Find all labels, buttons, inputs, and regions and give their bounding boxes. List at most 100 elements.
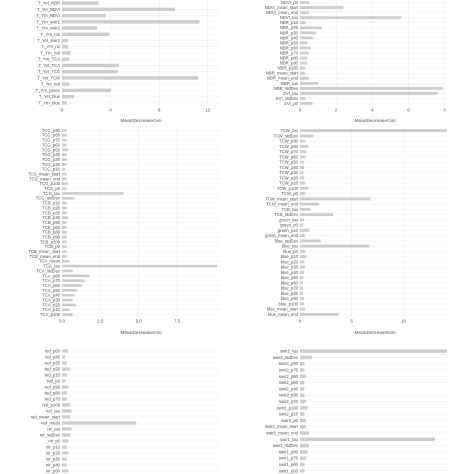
bar-blue_stdDev xyxy=(300,239,321,243)
bar-TCG_p90 xyxy=(62,129,67,132)
bar-TCB_p60 xyxy=(62,226,67,229)
category-label: red_mean_start xyxy=(31,414,61,419)
bar-TCG_p20 xyxy=(62,163,67,166)
bar-TCG_p40 xyxy=(62,153,67,156)
bar-TCW_p90 xyxy=(300,139,306,143)
chart-panel-3: TCG_p90TCG_p80TCG_p70TCG_p60TCG_p50TCG_p… xyxy=(28,128,220,336)
category-label: swir1_p80 xyxy=(279,449,299,454)
category-label: blue_p60 xyxy=(281,280,299,285)
bar-TCG_p30 xyxy=(62,158,67,161)
category-label: T_Yrn_red xyxy=(40,50,60,55)
category-label: green_tau xyxy=(279,217,299,222)
bar-TCA_p50 xyxy=(62,289,78,292)
category-label: nir_p40 xyxy=(46,462,61,467)
bar-TCW_p20 xyxy=(300,176,305,180)
category-label: TCW_p40 xyxy=(279,165,299,170)
bar-red_p20 xyxy=(62,367,70,371)
category-label: TCB_mean_end xyxy=(30,254,61,259)
bar-TCB_p10 xyxy=(62,201,67,205)
category-label: swir2_p80 xyxy=(279,361,299,366)
bar-TCB_p30 xyxy=(62,211,67,215)
bar-nir_p20 xyxy=(62,451,69,455)
bar-blue_p10 xyxy=(300,255,307,259)
category-label: T_Yet_TCA xyxy=(39,63,61,68)
category-label: TCB_p30 xyxy=(42,210,60,215)
x-axis-title: MeanDecreaseGini xyxy=(120,118,161,124)
bar-NBR_p50 xyxy=(300,41,308,45)
bar-TCA_p10 xyxy=(62,308,70,312)
category-label: NDVI_mean_end xyxy=(266,10,299,15)
bar-red_mean_start xyxy=(62,415,70,419)
bar-TCG_mean_end xyxy=(62,177,67,181)
category-label: NBR_tau xyxy=(281,81,299,86)
bar-blue_mean_end xyxy=(300,312,339,316)
bar-red_p30 xyxy=(62,361,67,365)
category-label: blue_p90 xyxy=(281,296,299,301)
bar-TCB_stdDev xyxy=(300,213,334,217)
category-label: TCB_p80 xyxy=(42,230,60,235)
plot-area xyxy=(300,348,450,474)
bar-EVI_stdDev xyxy=(300,97,306,100)
category-label: T_Yet_TCG xyxy=(38,69,60,74)
category-label: TCA_mean xyxy=(39,259,61,264)
category-label: T_Yet_TCW xyxy=(37,75,60,80)
category-label: NBR_p30 xyxy=(280,30,299,35)
category-label: swir2_p60 xyxy=(279,374,299,379)
category-label: TCB_p10 xyxy=(42,201,60,206)
bar-TCG_p10 xyxy=(62,167,66,171)
bar-NBR_p70 xyxy=(300,51,310,55)
category-label: red_p0 xyxy=(47,378,61,383)
bar-blue_p40 xyxy=(300,270,305,274)
x-axis-title: MeanDecreaseGini xyxy=(354,118,395,124)
bar-swir2_p40 xyxy=(300,387,305,391)
category-label: T_Yrn_NDVI xyxy=(36,13,60,18)
bar-TCW_p80 xyxy=(300,144,309,148)
category-label: T_Yrn_blue xyxy=(38,100,60,105)
category-label: nir_p10 xyxy=(46,444,61,449)
bar-green_p10 xyxy=(300,228,310,232)
bar-NBR_p30 xyxy=(300,31,317,35)
chart-panel-2: NDVI_p0NDVI_mean_startNDVI_mean_endNDVI_… xyxy=(265,0,450,124)
category-label: red_p30 xyxy=(45,360,61,365)
bar-NBR_tau xyxy=(300,81,319,85)
x-tick-label: 0 xyxy=(299,319,302,324)
category-label: TCG_p90 xyxy=(42,128,61,133)
category-label: swir1_p60 xyxy=(279,462,299,467)
category-label: green_p10 xyxy=(278,228,299,233)
bar-nir_p0 xyxy=(62,439,69,443)
bar-red_p80 xyxy=(62,391,67,395)
bar-nir_p50 xyxy=(62,469,69,473)
bar-EVI_tau xyxy=(300,91,438,95)
bar-NBR_p60 xyxy=(300,46,311,50)
bar-NBR_p20 xyxy=(300,26,322,30)
category-label: swir2_p70 xyxy=(279,368,299,373)
category-label: blue_mean_start xyxy=(267,307,299,312)
category-label: nir_p20 xyxy=(46,450,61,455)
category-label: T_Yet_swir2 xyxy=(37,38,61,43)
category-label: NBR_p70 xyxy=(280,50,299,55)
category-label: blue_p40 xyxy=(281,270,299,275)
bar-TCB_p40 xyxy=(62,216,69,219)
bar-blue_p60 xyxy=(300,281,304,285)
category-label: TCG_tau xyxy=(43,191,61,196)
category-label: red_tau xyxy=(46,408,61,413)
bar-swir2_p10 xyxy=(300,412,305,416)
category-label: nir_tau xyxy=(47,426,60,431)
category-label: T_Yet_NDVI xyxy=(37,7,60,12)
bar-TCA_p40 xyxy=(62,293,75,297)
plot-area xyxy=(300,128,450,317)
bar-blue_p30 xyxy=(300,265,306,269)
category-label: TCB_p0 xyxy=(45,244,61,249)
category-label: swir1_p70 xyxy=(279,456,299,461)
category-label: NBR_p90 xyxy=(280,61,299,66)
bar-TCW_mean_end xyxy=(300,202,319,206)
bar-swir2_tau xyxy=(300,349,447,353)
category-label: TCB_p20 xyxy=(42,205,60,210)
category-label: T_Yrn_nir xyxy=(42,44,61,49)
category-label: blue_p10 xyxy=(281,254,299,259)
category-label: TCG_p80 xyxy=(42,133,61,138)
bar-TCG_p70 xyxy=(62,138,67,142)
bar-TCG_p0 xyxy=(62,187,67,190)
